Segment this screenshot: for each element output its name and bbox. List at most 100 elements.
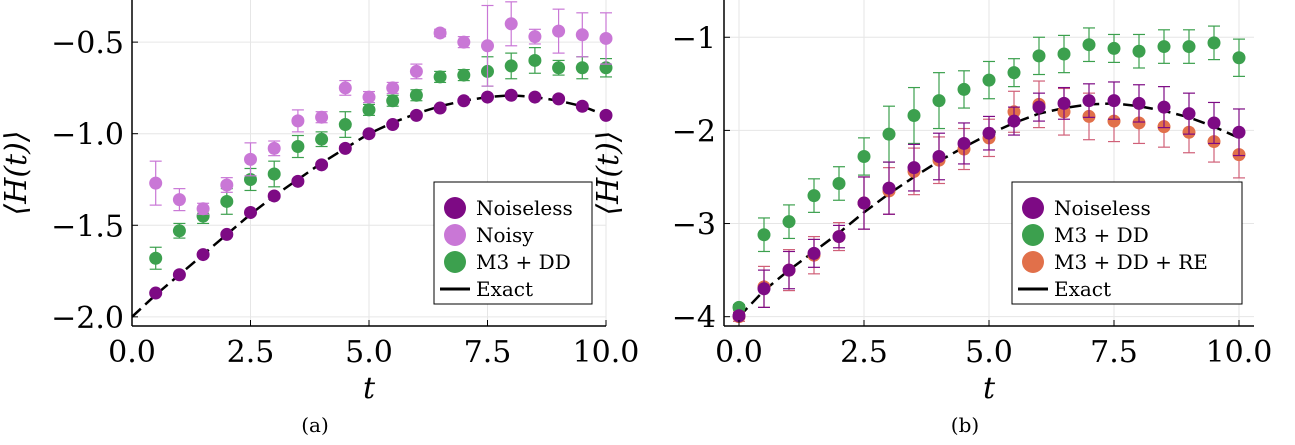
- data-point: [982, 73, 996, 87]
- data-point: [457, 68, 471, 82]
- series-noisy: [149, 1, 613, 216]
- data-point: [338, 141, 352, 155]
- panel-a-yticks: −2.0 −1.5 −1.0 −0.5: [51, 26, 138, 336]
- data-point: [1232, 51, 1246, 65]
- data-point: [757, 282, 771, 296]
- panel-b-caption: (b): [951, 413, 979, 437]
- data-point: [149, 251, 163, 265]
- panel-b: 0.0 2.5 5.0 7.5 10.0 −4 −3 −2 −1 t ⟨H(t)⟩ (b) N…: [591, 0, 1272, 437]
- data-point: [315, 110, 329, 124]
- data-point: [1007, 66, 1021, 80]
- data-point: [172, 268, 186, 282]
- data-point: [832, 176, 846, 190]
- data-point: [1057, 96, 1071, 110]
- data-point: [1182, 107, 1196, 121]
- y-tick-label: −2.0: [51, 301, 124, 336]
- data-point: [552, 92, 566, 106]
- legend-marker: [1022, 251, 1044, 273]
- data-point: [149, 286, 163, 300]
- data-point: [1182, 40, 1196, 54]
- series-noiseless: [732, 81, 1246, 323]
- data-point: [386, 118, 400, 132]
- x-tick-label: 5.0: [345, 335, 393, 370]
- y-tick-label: −4: [672, 301, 716, 336]
- data-point: [1057, 47, 1071, 61]
- panel-a-marks: [149, 1, 613, 300]
- data-point: [1157, 100, 1171, 114]
- data-point: [932, 94, 946, 108]
- y-tick-label: −2: [672, 114, 716, 149]
- data-point: [386, 81, 400, 95]
- data-point: [362, 90, 376, 104]
- data-point: [757, 228, 771, 242]
- x-tick-label: 0.0: [108, 335, 156, 370]
- data-point: [1082, 94, 1096, 108]
- x-tick-label: 7.5: [1090, 335, 1138, 370]
- legend-label: Noiseless: [476, 196, 573, 220]
- data-point: [267, 141, 281, 155]
- x-tick-label: 7.5: [464, 335, 512, 370]
- y-tick-label: −3: [672, 208, 716, 243]
- legend-label: Noisy: [476, 223, 534, 247]
- panel-a-grid: [131, 0, 607, 326]
- y-tick-label: −1.5: [51, 209, 124, 244]
- data-point: [220, 227, 234, 241]
- data-point: [575, 99, 589, 113]
- data-point: [244, 205, 257, 219]
- legend-marker: [444, 197, 466, 219]
- data-point: [1232, 125, 1246, 139]
- data-point: [1007, 114, 1021, 128]
- x-tick-label: 10.0: [573, 335, 640, 370]
- data-point: [457, 94, 471, 108]
- x-tick-label: 5.0: [965, 335, 1013, 370]
- data-point: [433, 26, 447, 40]
- panel-a-legend: Noiseless Noisy M3 + DD Exact: [433, 181, 593, 305]
- panel-a-xticks: 0.0 2.5 5.0 7.5 10.0: [108, 320, 639, 370]
- y-tick-label: −0.5: [51, 26, 124, 61]
- data-point: [481, 90, 494, 104]
- panel-a: 0.0 2.5 5.0 7.5 10.0 −2.0 −1.5 −1.0 −0.5 t ⟨H(t…: [0, 0, 639, 437]
- data-point: [807, 246, 821, 260]
- data-point: [291, 114, 305, 128]
- data-point: [267, 167, 281, 181]
- data-point: [1132, 44, 1146, 58]
- data-point: [433, 101, 447, 115]
- data-point: [1082, 38, 1096, 52]
- data-point: [982, 126, 996, 140]
- series-m3-dd: [732, 25, 1246, 314]
- data-point: [528, 30, 542, 44]
- y-tick-label: −1.0: [51, 118, 124, 153]
- data-point: [244, 152, 257, 166]
- x-tick-label: 0.0: [715, 335, 763, 370]
- data-point: [1107, 94, 1121, 108]
- data-point: [857, 196, 871, 210]
- data-point: [481, 39, 494, 53]
- data-point: [149, 176, 163, 190]
- panel-b-xlabel: t: [983, 371, 996, 406]
- data-point: [172, 224, 186, 238]
- data-point: [196, 202, 210, 216]
- data-point: [782, 263, 796, 277]
- data-point: [1032, 49, 1046, 63]
- data-point: [220, 178, 234, 192]
- legend-label: Exact: [476, 277, 533, 301]
- data-point: [409, 64, 423, 78]
- panel-a-caption: (a): [301, 413, 329, 437]
- data-point: [907, 161, 921, 175]
- data-point: [552, 61, 566, 75]
- data-point: [1032, 100, 1046, 114]
- legend-label: M3 + DD + RE: [1054, 250, 1208, 274]
- data-point: [362, 103, 376, 117]
- panel-b-xticks: 0.0 2.5 5.0 7.5 10.0: [715, 320, 1272, 370]
- data-point: [386, 94, 400, 108]
- data-point: [362, 127, 376, 141]
- data-point: [1132, 116, 1146, 130]
- x-tick-label: 10.0: [1206, 335, 1273, 370]
- data-point: [932, 149, 946, 163]
- panel-b-marks: [732, 25, 1246, 324]
- data-point: [338, 81, 352, 95]
- data-point: [807, 189, 821, 203]
- panel-b-yticks: −4 −3 −2 −1: [672, 21, 730, 336]
- data-point: [957, 82, 971, 96]
